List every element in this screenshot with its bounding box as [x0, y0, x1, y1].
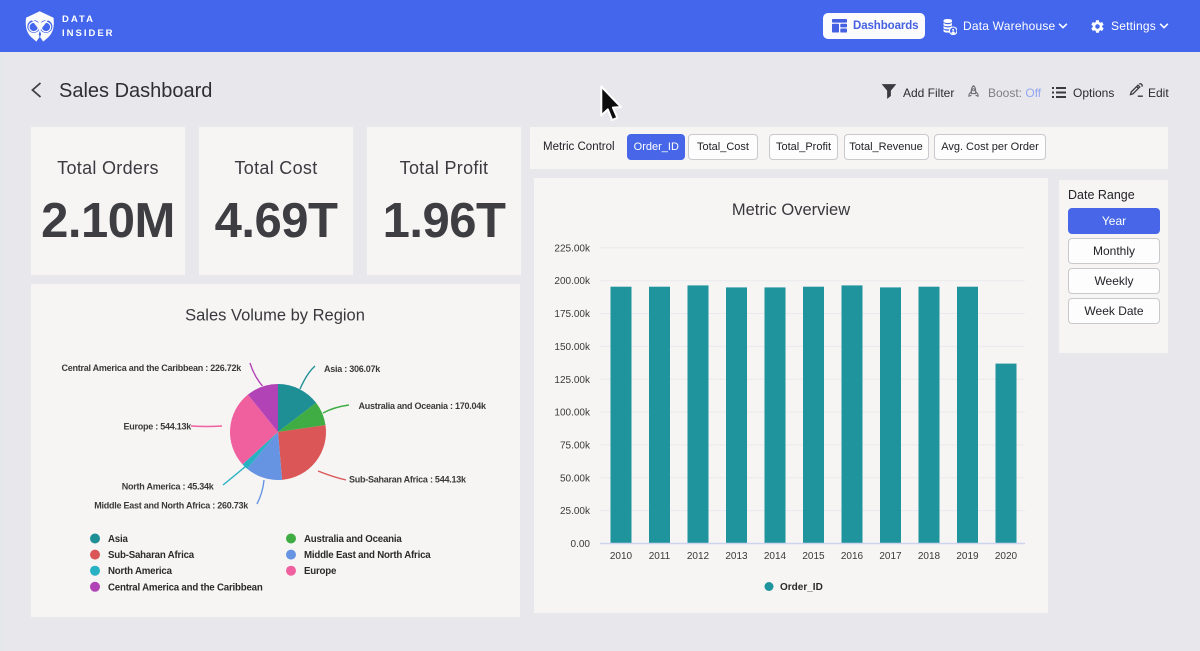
svg-text:200.00k: 200.00k: [554, 276, 591, 287]
svg-text:Central America and the Caribb: Central America and the Caribbean: [108, 582, 263, 593]
svg-text:2014: 2014: [764, 551, 787, 562]
svg-text:Order_ID: Order_ID: [780, 582, 823, 593]
svg-text:0.00: 0.00: [571, 539, 591, 550]
svg-text:100.00k: 100.00k: [554, 408, 591, 419]
svg-text:Australia and Oceania : 170.04: Australia and Oceania : 170.04k: [359, 401, 488, 411]
svg-text:North America: North America: [108, 566, 173, 577]
svg-text:Asia : 306.07k: Asia : 306.07k: [324, 364, 381, 374]
svg-text:2012: 2012: [687, 551, 710, 562]
svg-text:Middle East and North Africa :: Middle East and North Africa : 260.73k: [94, 501, 249, 511]
svg-text:Metric Overview: Metric Overview: [732, 201, 850, 219]
svg-text:225.00k: 225.00k: [554, 243, 591, 254]
svg-text:Central America and the Caribb: Central America and the Caribbean : 226.…: [62, 363, 243, 373]
svg-text:2013: 2013: [725, 551, 748, 562]
svg-text:150.00k: 150.00k: [554, 342, 591, 353]
svg-text:2019: 2019: [956, 551, 979, 562]
svg-text:Europe: Europe: [304, 566, 337, 577]
svg-text:2018: 2018: [918, 551, 941, 562]
svg-text:2011: 2011: [649, 551, 671, 562]
svg-text:2015: 2015: [802, 551, 825, 562]
svg-text:North America : 45.34k: North America : 45.34k: [122, 482, 215, 492]
svg-text:2017: 2017: [879, 551, 902, 562]
svg-text:2010: 2010: [610, 551, 633, 562]
svg-text:Australia and Oceania: Australia and Oceania: [304, 534, 402, 545]
svg-text:Sales Volume by Region: Sales Volume by Region: [185, 307, 365, 325]
svg-text:Asia: Asia: [108, 534, 128, 545]
svg-text:Europe : 544.13k: Europe : 544.13k: [123, 422, 192, 432]
svg-text:2016: 2016: [841, 551, 864, 562]
svg-text:175.00k: 175.00k: [554, 309, 591, 320]
svg-text:25.00k: 25.00k: [560, 506, 591, 517]
svg-text:75.00k: 75.00k: [560, 440, 591, 451]
svg-text:2020: 2020: [995, 551, 1018, 562]
svg-text:50.00k: 50.00k: [560, 473, 591, 484]
svg-text:125.00k: 125.00k: [554, 375, 591, 386]
svg-text:Sub-Saharan Africa : 544.13k: Sub-Saharan Africa : 544.13k: [349, 475, 467, 485]
svg-text:Sub-Saharan Africa: Sub-Saharan Africa: [108, 550, 195, 561]
svg-text:Middle East and North Africa: Middle East and North Africa: [304, 550, 431, 561]
